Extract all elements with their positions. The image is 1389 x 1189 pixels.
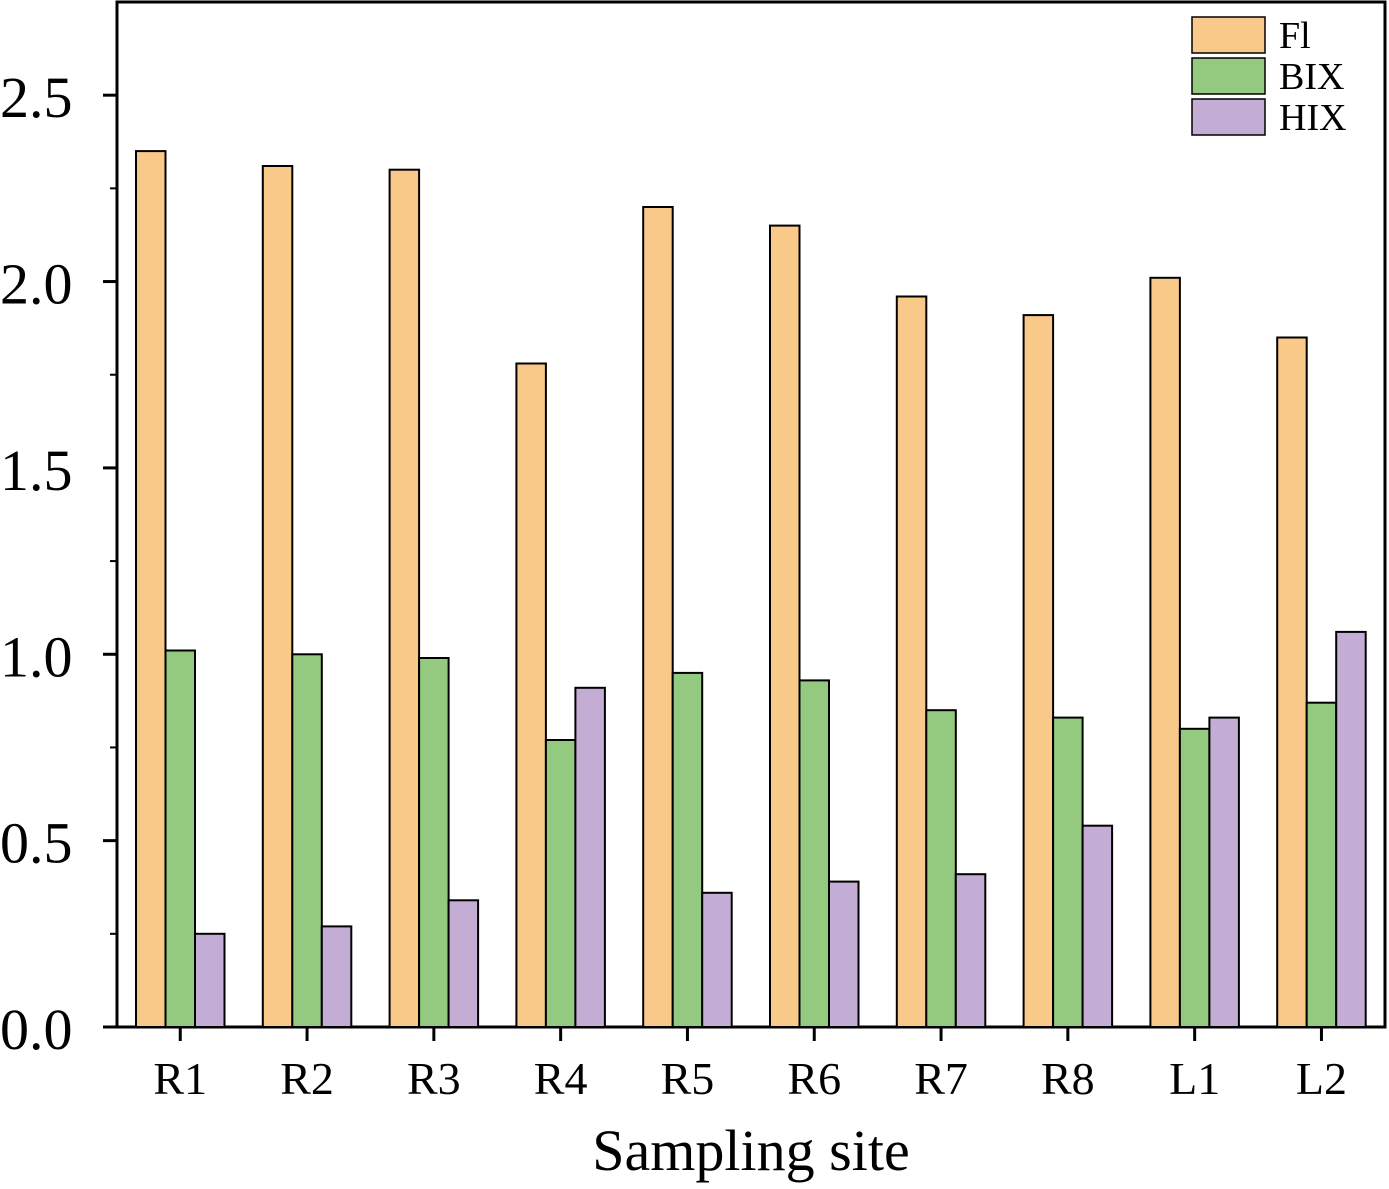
bar-bix-r3 (418, 657, 450, 1028)
x-tick-label: R2 (280, 1053, 334, 1104)
legend-swatch-bix (1191, 57, 1266, 95)
bar-fl-r5 (642, 206, 674, 1028)
bar-fl-r8 (1022, 314, 1055, 1029)
bar-bix-r6 (798, 679, 830, 1029)
legend-label-hix: HIX (1279, 97, 1347, 139)
bar-bix-l1 (1178, 727, 1211, 1028)
legend-label-fl: Fl (1279, 15, 1311, 57)
bar-hix-r4 (574, 686, 606, 1028)
bar-fl-r1 (135, 150, 167, 1029)
y-tick-label: 1.5 (0, 438, 73, 503)
bar-hix-r7 (954, 873, 987, 1029)
bar-hix-r8 (1081, 824, 1114, 1029)
bar-bix-r4 (544, 739, 577, 1028)
y-tick-label: 2.0 (0, 252, 73, 317)
x-axis-title: Sampling site (592, 1118, 909, 1183)
bar-bix-r7 (925, 709, 957, 1028)
legend-swatch-fl (1191, 16, 1266, 54)
bar-fl-l1 (1149, 276, 1181, 1028)
x-tick-label: R8 (1041, 1053, 1095, 1104)
plot-frame (115, 0, 1387, 1029)
bar-hix-r5 (701, 891, 733, 1028)
bar-bix-r5 (671, 671, 704, 1029)
bar-bix-l2 (1305, 701, 1338, 1028)
bar-hix-r3 (447, 899, 480, 1028)
bar-hix-l1 (1208, 716, 1240, 1028)
y-tick-label: 1.0 (0, 624, 73, 689)
legend-swatch-hix (1191, 98, 1266, 136)
bar-bix-r1 (164, 649, 196, 1028)
x-axis: R1 R2 R3 R4 R5 R6 R7 R8 L1 L2 (153, 1027, 1347, 1104)
bar-fl-r2 (261, 165, 294, 1028)
bars-layer (135, 150, 1367, 1029)
x-tick-label: R1 (153, 1053, 207, 1104)
bar-fl-l2 (1276, 336, 1308, 1028)
bar-hix-r6 (828, 880, 860, 1028)
bar-hix-r1 (194, 932, 226, 1028)
bar-bix-r8 (1052, 716, 1084, 1028)
bar-fl-r4 (515, 362, 547, 1028)
x-tick-label: L2 (1296, 1053, 1347, 1104)
bar-hix-l2 (1335, 630, 1367, 1029)
legend-label-bix: BIX (1279, 56, 1344, 98)
x-tick-label: R3 (407, 1053, 461, 1104)
y-tick-label: 0.5 (0, 811, 73, 876)
bar-fl-r3 (388, 168, 421, 1028)
x-tick-label: R5 (661, 1053, 715, 1104)
bar-fl-r6 (769, 224, 801, 1029)
y-axis: 0.0 0.5 1.0 1.5 2.0 2.5 (0, 65, 117, 1062)
x-tick-label: R7 (914, 1053, 968, 1104)
x-tick-label: L1 (1169, 1053, 1220, 1104)
x-tick-label: R4 (534, 1053, 588, 1104)
y-tick-label: 2.5 (0, 65, 73, 130)
bar-fl-r7 (895, 295, 928, 1028)
bar-hix-r2 (320, 925, 353, 1029)
x-tick-label: R6 (787, 1053, 841, 1104)
y-tick-label: 0.0 (0, 997, 73, 1062)
bar-bix-r2 (291, 653, 323, 1028)
